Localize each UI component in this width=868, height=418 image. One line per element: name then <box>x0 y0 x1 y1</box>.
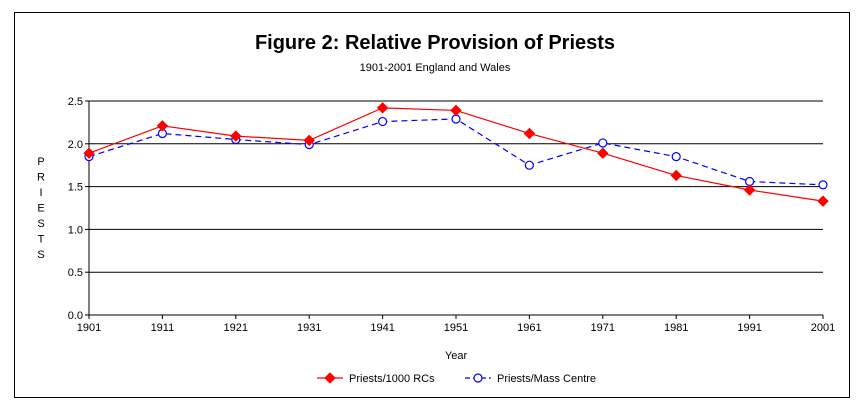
x-tick-label: 1941 <box>370 322 394 334</box>
series-1 <box>84 114 828 190</box>
data-point <box>324 372 336 384</box>
x-tick-label: 2001 <box>811 322 835 334</box>
data-point <box>597 147 609 159</box>
gridlines <box>85 100 823 316</box>
y-axis-label-letter: S <box>37 249 44 261</box>
data-point <box>378 116 388 127</box>
data-point <box>524 160 535 170</box>
data-point <box>598 138 608 148</box>
data-point <box>744 176 755 187</box>
x-axis-label: Year <box>445 350 468 362</box>
x-tick-labels: 1901 1911 1921 1931 1941 1951 1961 1971 1981 1991… <box>77 322 835 334</box>
y-tick-label: 2.5 <box>68 96 83 108</box>
data-point <box>818 180 828 190</box>
y-tick-label: 1.5 <box>68 182 83 194</box>
x-tick-label: 1911 <box>151 322 175 334</box>
data-point <box>817 195 829 207</box>
legend-label: Priests/Mass Centre <box>497 373 596 385</box>
axes <box>88 101 824 319</box>
x-tick-label: 1981 <box>664 322 688 334</box>
x-tick-label: 1991 <box>737 322 761 334</box>
data-point <box>523 127 536 140</box>
legend-item: Priests/1000 RCs <box>317 372 435 385</box>
y-axis-label-letter: R <box>37 172 45 184</box>
y-axis-label-letter: T <box>38 234 45 246</box>
x-tick-label: 1961 <box>517 322 541 334</box>
legend-label: Priests/1000 RCs <box>349 373 435 385</box>
y-tick-label: 0.0 <box>68 310 83 322</box>
data-point <box>156 120 169 132</box>
x-tick-label: 1901 <box>77 322 101 334</box>
data-point <box>376 102 389 114</box>
series-line <box>88 118 824 186</box>
y-axis-label-letter: S <box>37 218 44 230</box>
chart-title: Figure 2: Relative Provision of Priests <box>255 32 615 54</box>
data-point <box>671 152 681 162</box>
data-point <box>670 169 682 182</box>
data-point <box>450 104 462 117</box>
chart-subtitle: 1901-2001 England and Wales <box>360 62 511 74</box>
data-point <box>451 114 461 124</box>
series <box>83 102 829 207</box>
data-point <box>743 184 756 196</box>
x-tick-label: 1931 <box>297 322 321 334</box>
series-0 <box>83 102 829 207</box>
data-point <box>83 147 95 159</box>
y-axis-label-letter: P <box>37 156 44 168</box>
chart-svg: Figure 2: Relative Provision of Priests … <box>37 32 835 385</box>
y-tick-label: 2.0 <box>68 139 83 151</box>
y-tick-label: 0.5 <box>68 267 83 279</box>
x-tick-label: 1951 <box>444 322 468 334</box>
data-point <box>303 134 315 147</box>
x-tick-label: 1971 <box>591 322 615 334</box>
chart-frame: Figure 2: Relative Provision of Priests … <box>14 12 850 398</box>
data-point <box>230 130 242 142</box>
y-tick-labels: 0.0 0.5 1.0 1.5 2.0 2.5 <box>68 96 83 322</box>
data-point <box>473 373 483 383</box>
legend: Priests/1000 RCs Priests/Mass Centre <box>317 372 596 385</box>
x-tick-label: 1921 <box>224 322 248 334</box>
legend-item: Priests/Mass Centre <box>465 373 596 385</box>
y-axis-label-letter: I <box>39 187 42 199</box>
y-tick-label: 1.0 <box>68 224 83 236</box>
y-axis-label-letter: E <box>37 203 44 215</box>
